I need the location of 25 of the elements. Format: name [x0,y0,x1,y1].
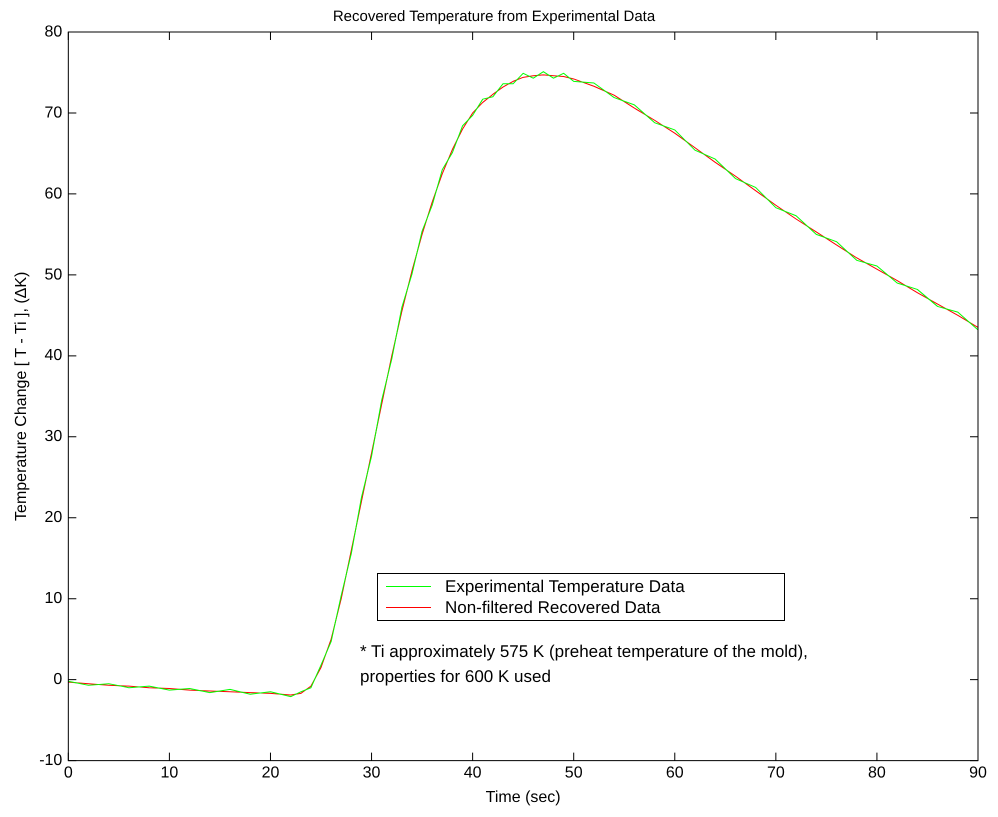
x-tick-label: 80 [868,764,886,782]
y-tick-label: 60 [44,185,62,202]
y-tick-label: 10 [44,590,62,608]
x-tick-label: 70 [766,764,785,782]
y-tick-label: 0 [53,671,62,688]
y-axis-title: Temperature Change [ T - Ti ], (ΔK) [13,272,30,521]
x-tick-label: 30 [362,764,381,782]
chart-title: Recovered Temperature from Experimental Data [332,8,656,26]
y-tick-label: -10 [39,752,62,770]
annotation: * Ti approximately 575 K (preheat temperature of the mold), properties for 600 K used [360,641,809,688]
x-tick-label: 20 [262,764,280,782]
x-tick-label: 90 [969,764,987,782]
legend-label: Experimental Temperature Data [445,576,685,597]
y-tick-label: 40 [44,347,62,364]
y-tick-label: 50 [44,266,62,284]
legend-label: Non-filtered Recovered Data [445,597,660,618]
y-tick-label: 80 [44,23,62,40]
x-tick-label: 40 [464,764,482,782]
x-tick-label: 10 [160,764,178,782]
x-tick-label: 60 [666,764,684,782]
x-axis-title: Time (sec) [486,788,561,806]
x-tick-label: 50 [564,764,583,782]
y-tick-label: 70 [44,104,62,122]
y-tick-label: 20 [44,509,62,526]
y-tick-label: 30 [44,428,62,446]
